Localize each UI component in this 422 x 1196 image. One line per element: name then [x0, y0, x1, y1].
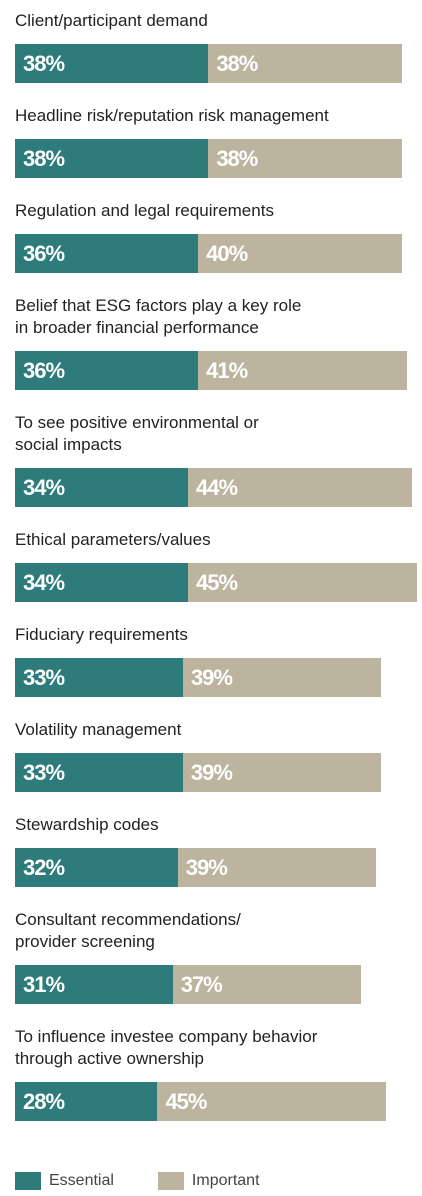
legend-item: Important — [157, 1172, 260, 1190]
value-label: 45% — [165, 1089, 207, 1114]
value-label: 45% — [195, 570, 238, 595]
legend-swatch — [15, 1172, 41, 1190]
category-label: To influence investee company behavior t… — [15, 1027, 318, 1068]
bar-segment: 38% — [15, 44, 209, 83]
value-label: 38% — [23, 51, 65, 76]
value-label: 36% — [23, 241, 65, 266]
bar-group: To see positive environmental or social … — [15, 412, 422, 507]
value-label: 31% — [23, 972, 65, 997]
bar: 32% 39% — [15, 848, 422, 887]
bar-group: Ethical parameters/values 34% 45% — [15, 529, 422, 602]
bar-segment: 37% — [172, 965, 361, 1004]
value-label: 32% — [23, 855, 65, 880]
bar-segment: 38% — [15, 139, 209, 178]
value-label: 37% — [180, 972, 223, 997]
value-label: 38% — [216, 51, 258, 76]
value-label: 33% — [23, 760, 65, 785]
bar-segment: 33% — [15, 658, 183, 697]
chart: Client/participant demand 38% 38% Headline … — [15, 10, 422, 1143]
bar-group: Headline risk/reputation risk management… — [15, 105, 422, 178]
value-label: 41% — [206, 358, 248, 383]
bar-segment: 38% — [208, 44, 402, 83]
value-label: 38% — [23, 146, 65, 171]
bar: 36% 41% — [15, 351, 422, 390]
bar: 34% 44% — [15, 468, 422, 507]
bar-group: Consultant recommendations/ provider scr… — [15, 909, 422, 1004]
category-label: Headline risk/reputation risk management — [15, 106, 329, 125]
bar: 36% 40% — [15, 234, 422, 273]
value-label: 28% — [23, 1089, 65, 1114]
bar-group: Fiduciary requirements 33% 39% — [15, 624, 422, 697]
value-label: 40% — [206, 241, 248, 266]
legend-label: Important — [191, 1172, 260, 1189]
bar-segment: 34% — [15, 563, 188, 602]
bar-group: Regulation and legal requirements 36% 40% — [15, 200, 422, 273]
legend-label: Essential — [49, 1172, 114, 1189]
category-label: Client/participant demand — [15, 11, 208, 30]
bar-segment: 45% — [157, 1082, 387, 1121]
category-label: Volatility management — [15, 720, 182, 739]
category-label: Stewardship codes — [15, 815, 159, 834]
bar-group: Client/participant demand 38% 38% — [15, 10, 422, 83]
bar: 38% 38% — [15, 139, 422, 178]
category-label: Belief that ESG factors play a key role … — [15, 296, 302, 337]
bar-group: Stewardship codes 32% 39% — [15, 814, 422, 887]
category-label: Ethical parameters/values — [15, 530, 211, 549]
legend-swatch — [157, 1172, 184, 1190]
legend-item: Essential — [15, 1172, 114, 1190]
bar-segment: 32% — [15, 848, 178, 887]
bar: 38% 38% — [15, 44, 422, 83]
value-label: 39% — [190, 760, 233, 785]
bar-segment: 39% — [182, 658, 382, 697]
bar-group: Volatility management 33% 39% — [15, 719, 422, 792]
bar-segment: 36% — [15, 234, 199, 273]
bar-segment: 28% — [15, 1082, 158, 1121]
value-label: 36% — [23, 358, 65, 383]
bar-segment: 38% — [208, 139, 402, 178]
bar-segment: 40% — [198, 234, 402, 273]
category-label: Consultant recommendations/ provider scr… — [15, 910, 241, 951]
value-label: 38% — [216, 146, 258, 171]
legend: Essential Important — [15, 1172, 304, 1190]
value-label: 33% — [23, 665, 65, 690]
bar: 33% 39% — [15, 658, 422, 697]
value-label: 44% — [195, 475, 238, 500]
bar-segment: 33% — [15, 753, 183, 792]
bar-segment: 31% — [15, 965, 173, 1004]
bar-segment: 34% — [15, 468, 188, 507]
category-label: Fiduciary requirements — [15, 625, 188, 644]
value-label: 34% — [23, 570, 65, 595]
bar-segment: 39% — [182, 753, 382, 792]
value-label: 39% — [190, 665, 233, 690]
bar-segment: 44% — [187, 468, 412, 507]
bar-segment: 45% — [187, 563, 417, 602]
bar: 33% 39% — [15, 753, 422, 792]
bar: 34% 45% — [15, 563, 422, 602]
bar-segment: 36% — [15, 351, 199, 390]
value-label: 39% — [185, 855, 228, 880]
value-label: 34% — [23, 475, 65, 500]
bar-segment: 41% — [198, 351, 407, 390]
bar: 31% 37% — [15, 965, 422, 1004]
bar-group: Belief that ESG factors play a key role … — [15, 295, 422, 390]
bar-group: To influence investee company behavior t… — [15, 1026, 422, 1121]
category-label: To see positive environmental or social … — [15, 413, 259, 454]
bar-segment: 39% — [177, 848, 377, 887]
category-label: Regulation and legal requirements — [15, 201, 274, 220]
bar: 28% 45% — [15, 1082, 422, 1121]
